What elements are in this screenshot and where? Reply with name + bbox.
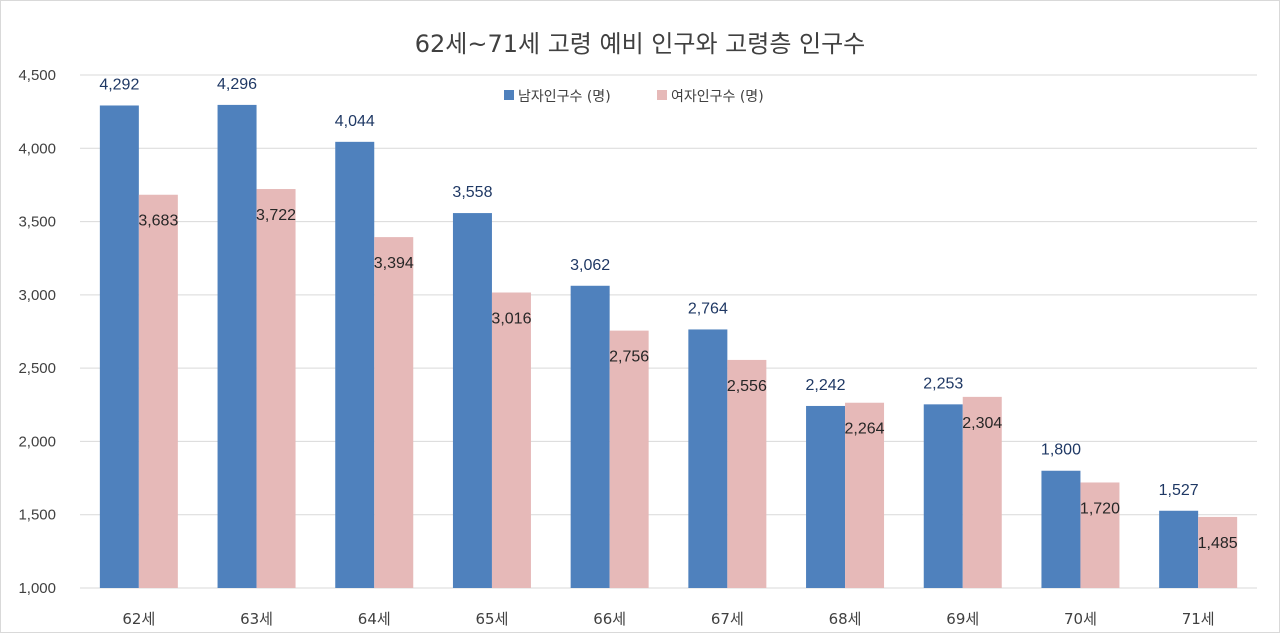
bar-male [99,105,139,589]
bar-male [1159,510,1199,588]
x-category-label: 70세 [1064,610,1097,628]
x-category-label: 66세 [593,610,626,628]
bars [99,104,1238,589]
x-category-label: 63세 [240,610,273,628]
bar-female [138,194,178,589]
bar-female [845,402,885,588]
legend-label-male: 남자인구수 (명) [518,89,611,105]
data-label-male: 1,527 [1159,482,1199,499]
data-labels: 4,292 3,683 4,296 3,722 4,044 3,394 3,558 3,016… [99,76,1237,552]
data-label-male: 4,044 [335,113,375,130]
data-label-female: 3,394 [374,255,414,272]
data-label-male: 2,764 [688,300,728,317]
y-tick-label: 4,000 [18,140,56,157]
y-tick-label: 4,500 [18,67,56,84]
bar-female [962,396,1002,588]
data-label-male: 3,062 [570,257,610,274]
bar-male [217,104,257,588]
x-axis-categories: 62세 63세 64세 65세 66세 67세 68세 69세 70세 71세 [122,610,1214,628]
bar-female [256,189,296,588]
x-category-label: 71세 [1182,610,1215,628]
x-category-label: 64세 [358,610,391,628]
data-label-female: 3,722 [256,207,296,224]
y-tick-label: 1,000 [18,580,56,597]
chart-title: 62세~71세 고령 예비 인구와 고령층 인구수 [415,30,866,58]
data-label-female: 2,556 [727,378,767,395]
y-tick-label: 2,000 [18,433,56,450]
bar-male [688,329,728,588]
data-label-female: 2,756 [609,349,649,366]
legend-label-female: 여자인구수 (명) [671,89,764,105]
bar-male [452,213,492,588]
data-label-female: 3,016 [491,311,531,328]
y-axis-ticks: 1,000 1,500 2,000 2,500 3,000 3,500 4,000 4,500 [18,67,56,597]
y-tick-label: 1,500 [18,507,56,524]
legend: 남자인구수 (명) 여자인구수 (명) [504,89,764,105]
y-tick-label: 3,500 [18,214,56,231]
data-label-female: 1,485 [1198,535,1238,552]
x-category-label: 69세 [946,610,979,628]
bar-female [609,330,649,588]
bar-female [374,237,414,588]
bar-female [727,359,767,588]
data-label-male: 4,292 [99,76,139,93]
bar-female [1198,516,1238,588]
y-tick-label: 3,000 [18,287,56,304]
x-category-label: 62세 [122,610,155,628]
bar-male [923,404,963,588]
y-tick-label: 2,500 [18,360,56,377]
data-label-male: 4,296 [217,76,257,93]
data-label-male: 1,800 [1041,442,1081,459]
bar-male [1041,470,1081,588]
data-label-male: 2,253 [923,375,963,392]
bar-male [806,405,846,588]
bar-female [491,292,531,588]
data-label-female: 2,304 [962,415,1002,432]
data-label-female: 1,720 [1080,500,1120,517]
data-label-male: 2,242 [806,377,846,394]
x-category-label: 67세 [711,610,744,628]
bar-female [1080,482,1120,588]
legend-swatch-female [657,90,667,100]
x-category-label: 65세 [476,610,509,628]
legend-swatch-male [504,90,514,100]
data-label-male: 3,558 [452,184,492,201]
x-category-label: 68세 [829,610,862,628]
data-label-female: 2,264 [845,421,885,438]
bar-male [335,141,375,588]
bar-male [570,285,610,588]
data-label-female: 3,683 [138,213,178,230]
